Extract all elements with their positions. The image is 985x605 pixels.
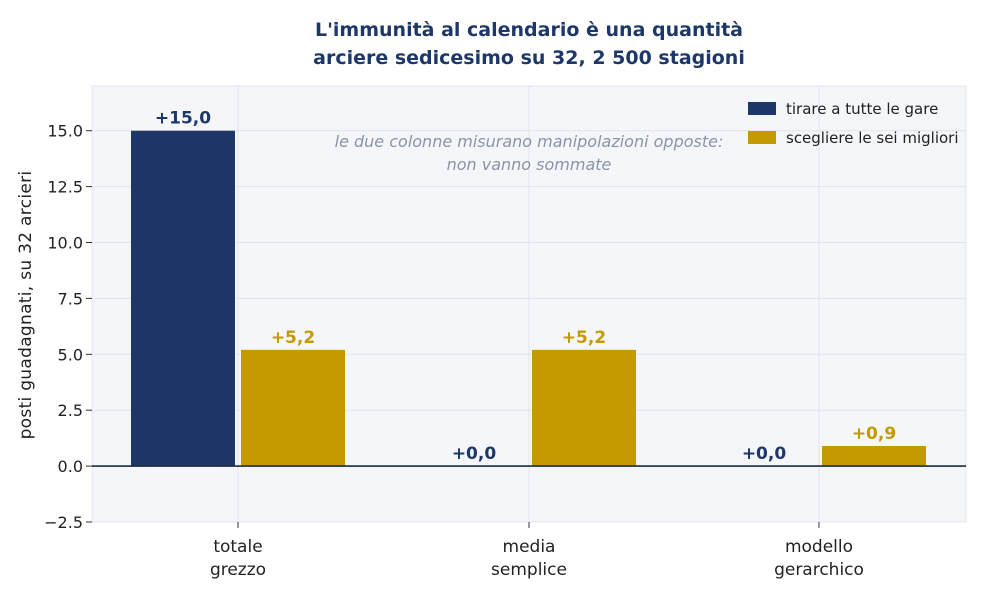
bar-scegliere <box>241 349 345 467</box>
y-axis-label: posti guadagnati, su 32 arcieri <box>16 171 36 440</box>
annotation-line-1: le due colonne misurano manipolazioni op… <box>335 132 724 151</box>
chart-title-line-2: arciere sedicesimo su 32, 2 500 stagioni <box>313 47 745 69</box>
y-tick-label: 15.0 <box>47 122 83 141</box>
category-label: grezzo <box>210 560 266 580</box>
data-label: +0,0 <box>452 444 497 464</box>
chart-title-line-1: L'immunità al calendario è una quantità <box>315 19 743 41</box>
bar-tirare <box>131 130 235 467</box>
legend: tirare a tutte le gare scegliere le sei … <box>748 100 959 147</box>
legend-swatch-tirare <box>748 102 776 115</box>
legend-label-tirare: tirare a tutte le gare <box>786 100 938 118</box>
data-label: +5,2 <box>271 328 315 348</box>
legend-swatch-scegliere <box>748 131 776 144</box>
category-label: modello <box>785 537 853 557</box>
y-tick-label: 10.0 <box>47 234 83 253</box>
category-label: semplice <box>491 560 567 580</box>
category-label: media <box>503 537 556 557</box>
category-label: gerarchico <box>774 560 864 580</box>
y-tick-label: 12.5 <box>47 178 83 197</box>
data-label: +5,2 <box>562 328 606 348</box>
bars <box>131 130 926 467</box>
x-category-labels: totale grezzo media semplice modello gerarchi… <box>210 522 864 580</box>
data-labels: +15,0 +0,0 +0,0 +5,2 +5,2 +0,9 <box>155 109 896 464</box>
y-tick-label: 2.5 <box>58 401 83 420</box>
data-label: +15,0 <box>155 109 211 129</box>
y-tick-label: 0.0 <box>58 457 83 476</box>
y-tick-label: 7.5 <box>58 289 83 308</box>
data-label: +0,9 <box>852 424 896 444</box>
annotation-line-2: non vanno sommate <box>447 155 612 174</box>
data-label: +0,0 <box>742 444 787 464</box>
y-ticks: −2.5 0.0 2.5 5.0 7.5 10.0 12.5 15.0 <box>44 122 92 532</box>
bar-scegliere <box>822 445 926 467</box>
category-label: totale <box>213 537 262 557</box>
legend-label-scegliere: scegliere le sei migliori <box>786 129 959 147</box>
y-tick-label: 5.0 <box>58 345 83 364</box>
y-tick-label: −2.5 <box>44 513 83 532</box>
bar-scegliere <box>532 349 636 467</box>
